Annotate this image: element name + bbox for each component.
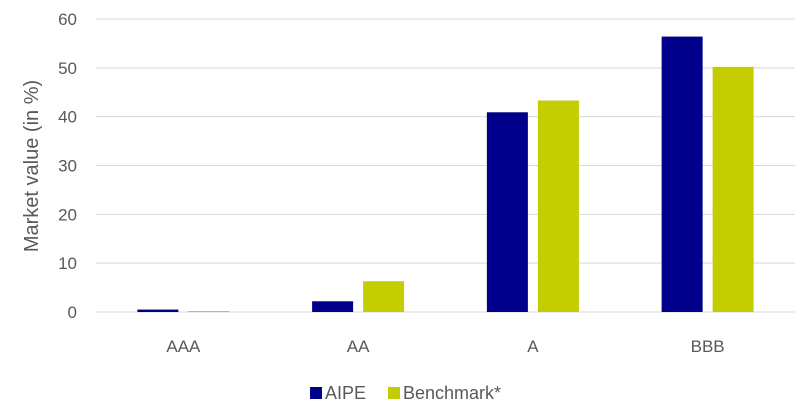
legend: AIPE Benchmark* (310, 383, 501, 403)
x-tick-label-aa: AA (347, 337, 370, 356)
x-tick-label-bbb: BBB (691, 337, 725, 356)
bar-benchmark-aaa (188, 311, 230, 312)
x-axis-ticks: AAA AA A BBB (166, 337, 724, 356)
bar-aipe-a (486, 112, 528, 312)
y-axis-title: Market value (in %) (21, 80, 43, 252)
y-tick-label: 10 (58, 254, 77, 273)
y-tick-label: 40 (58, 108, 77, 127)
legend-swatch-benchmark (388, 387, 400, 399)
y-tick-label: 50 (58, 59, 77, 78)
y-tick-label: 0 (68, 303, 77, 322)
bar-benchmark-a (537, 100, 579, 312)
bar-benchmark-bbb (712, 66, 754, 313)
bar-aipe-bbb (661, 36, 703, 312)
bar-aipe-aa (312, 301, 354, 312)
x-tick-label-a: A (527, 337, 539, 356)
legend-label: AIPE (325, 383, 366, 403)
legend-label: Benchmark* (403, 383, 501, 403)
legend-swatch-aipe (310, 387, 322, 399)
gridlines (96, 18, 795, 313)
bars (137, 36, 754, 313)
x-tick-label-aaa: AAA (166, 337, 201, 356)
y-tick-label: 60 (58, 10, 77, 29)
y-tick-label: 20 (58, 205, 77, 224)
y-tick-label: 30 (58, 157, 77, 176)
y-axis-ticks: 0 10 20 30 40 50 60 (58, 10, 77, 322)
bar-aipe-aaa (137, 309, 179, 312)
bar-benchmark-aa (363, 281, 405, 312)
